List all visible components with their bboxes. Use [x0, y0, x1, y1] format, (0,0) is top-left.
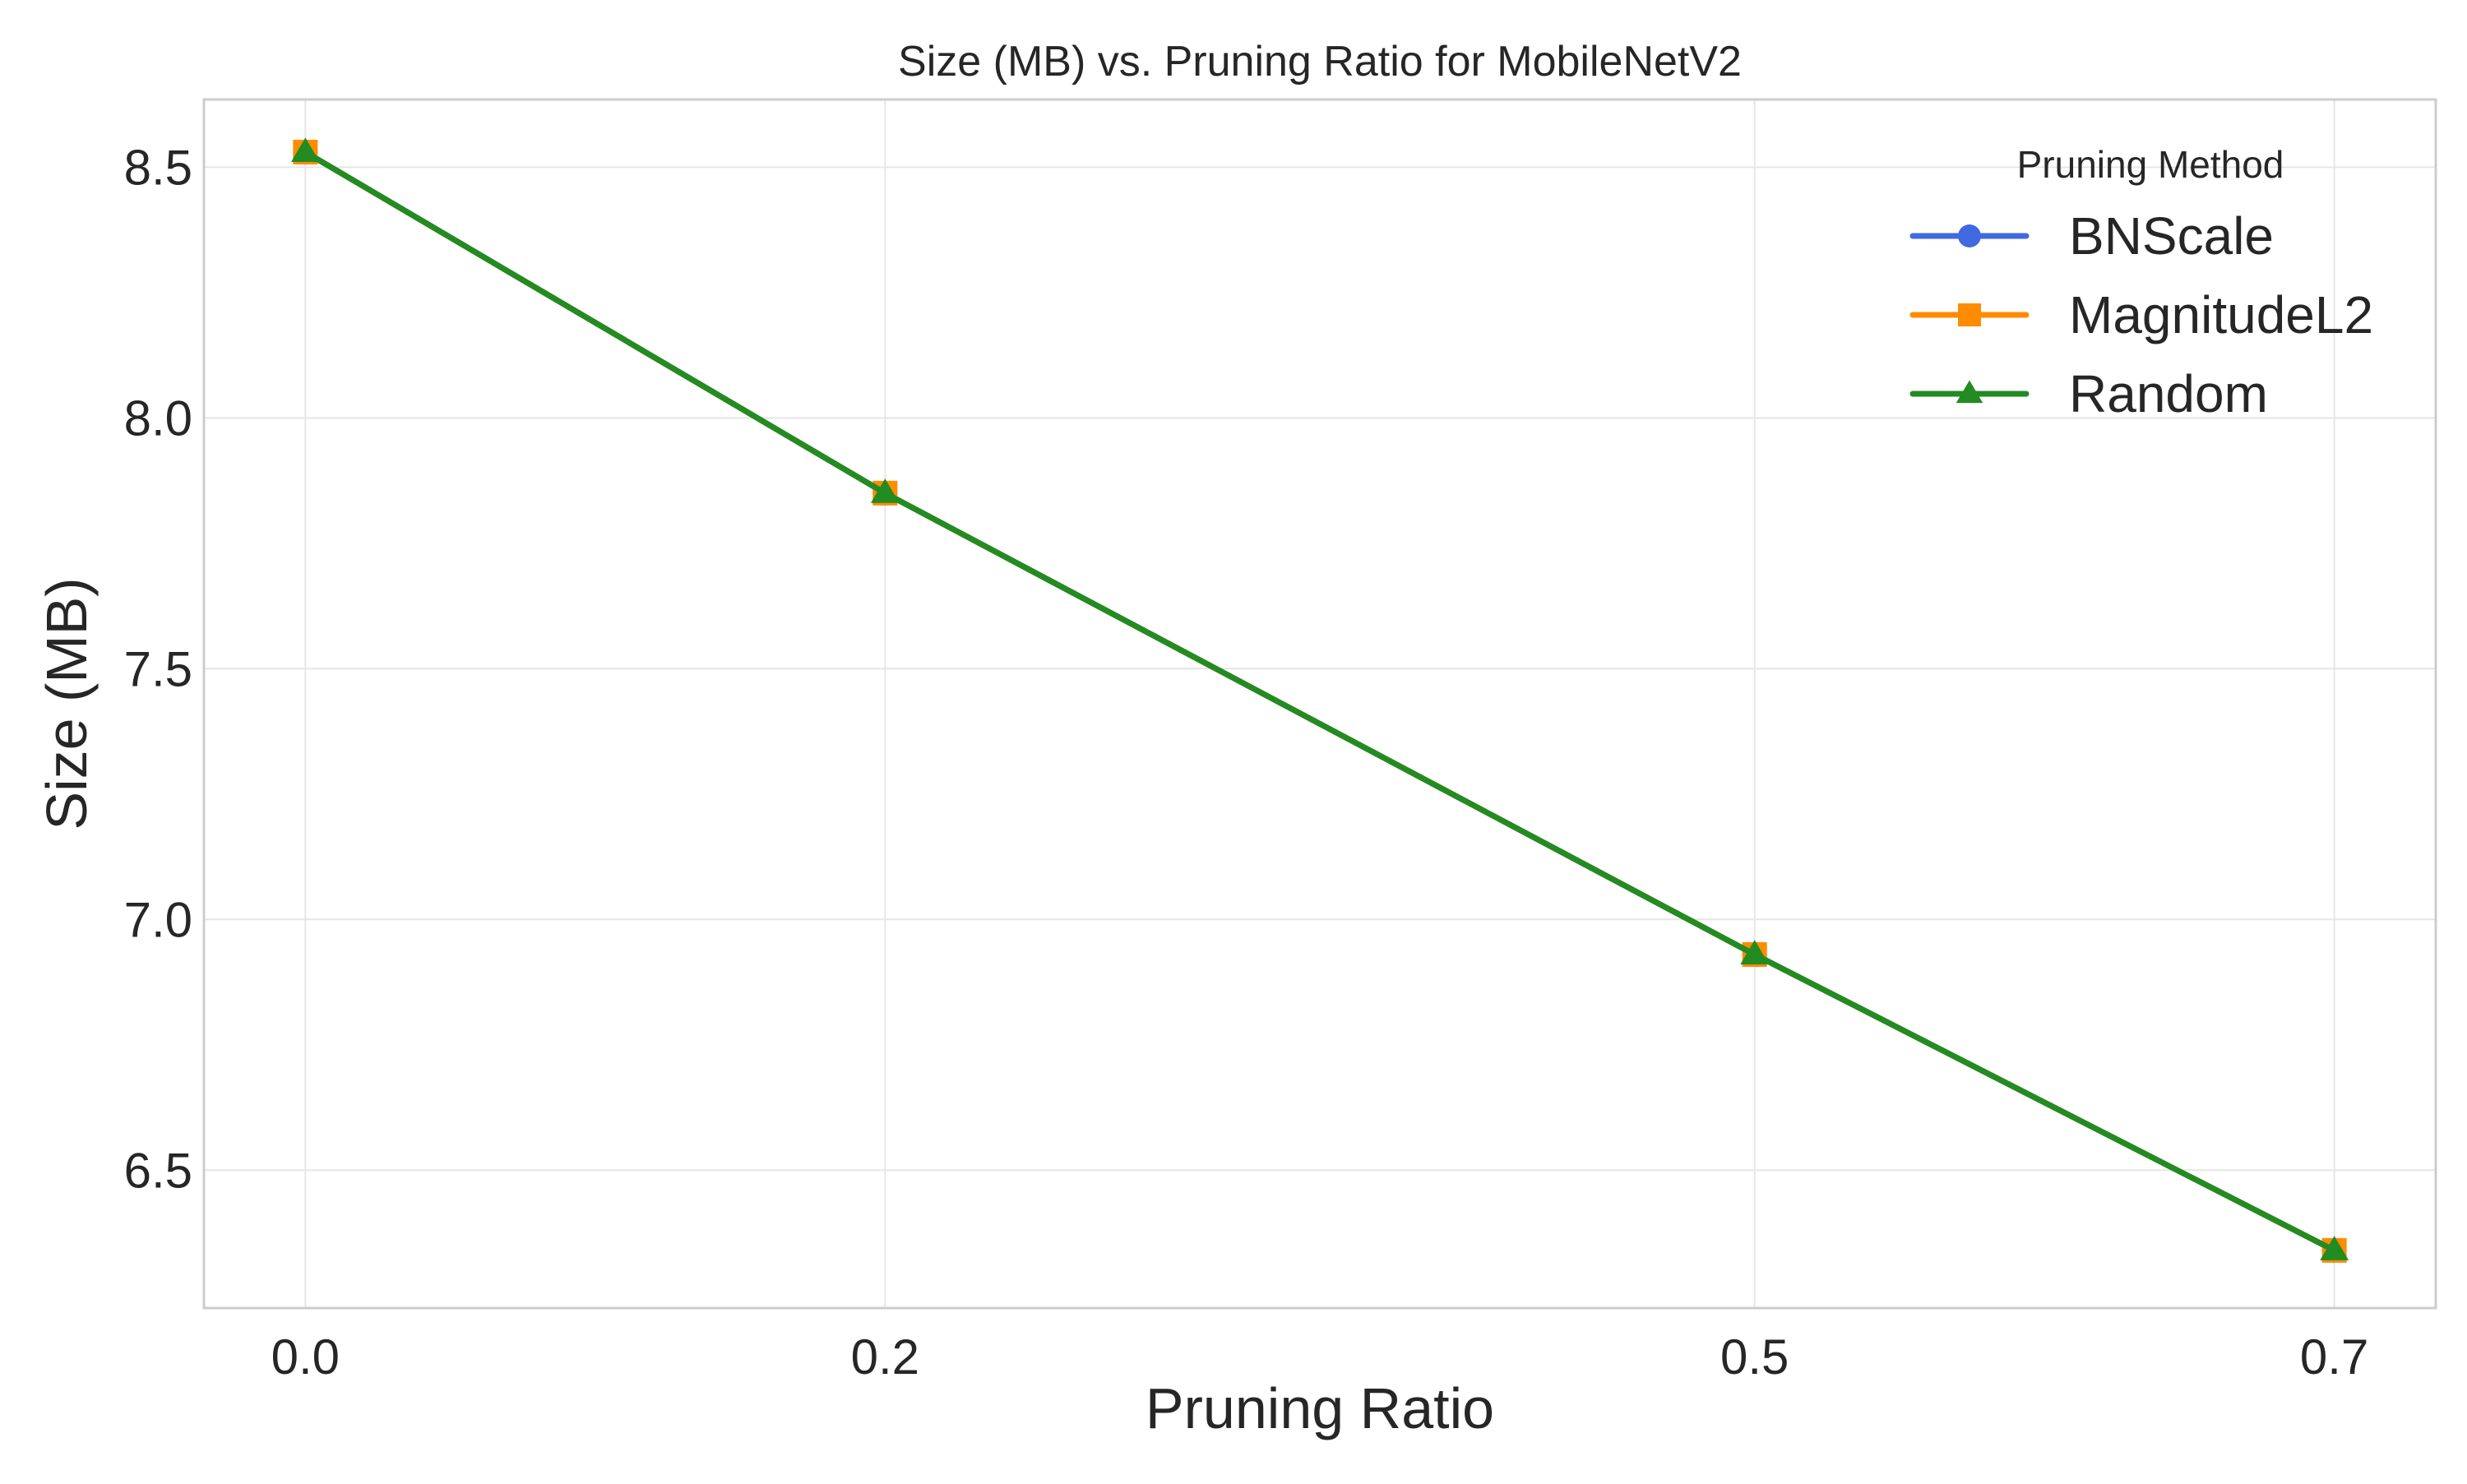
series-layer	[290, 137, 2349, 1263]
y-axis-label: Size (MB)	[35, 577, 99, 830]
y-tick-label: 8.5	[124, 140, 192, 195]
legend-title: Pruning Method	[2017, 143, 2284, 186]
legend-item-magnitudel2: MagnitudeL2	[1909, 285, 2373, 344]
y-tick-label: 8.0	[124, 391, 192, 446]
series-line-random	[302, 149, 2338, 1254]
legend-item-random: Random	[1909, 364, 2268, 423]
legend: Pruning Method BNScale MagnitudeL2 Random	[1909, 143, 2373, 423]
legend-label-bnscale: BNScale	[2069, 206, 2274, 266]
x-axis-label: Pruning Ratio	[1146, 1376, 1494, 1440]
legend-marker-random	[1956, 380, 1983, 404]
series-random	[290, 137, 2349, 1260]
legend-label-magnitudel2: MagnitudeL2	[2069, 285, 2373, 344]
x-tick-label: 0.5	[1720, 1329, 1789, 1385]
x-tick-label: 0.7	[2300, 1329, 2368, 1385]
data-point-random	[2320, 1236, 2349, 1260]
y-tick-label: 7.5	[124, 641, 192, 696]
grid	[204, 99, 2436, 1308]
legend-label-random: Random	[2069, 364, 2268, 423]
legend-marker-bnscale	[1958, 224, 1981, 247]
plot-frame	[202, 98, 2437, 1310]
data-point-random	[290, 137, 320, 163]
data-point-random	[870, 478, 900, 503]
legend-marker-magnitudel2	[1958, 303, 1981, 326]
tick-labels: 0.0 0.2 0.5 0.7 6.5 7.0 7.5 8.0 8.5	[124, 140, 2369, 1385]
y-tick-label: 7.0	[124, 892, 192, 947]
legend-item-bnscale: BNScale	[1909, 206, 2274, 266]
x-tick-label: 0.0	[271, 1329, 340, 1385]
legend-items: BNScale MagnitudeL2 Random	[1909, 206, 2373, 423]
y-tick-label: 6.5	[124, 1143, 192, 1198]
x-tick-label: 0.2	[851, 1329, 919, 1385]
chart-title: Size (MB) vs. Pruning Ratio for MobileNe…	[898, 38, 1742, 86]
data-point-random	[1740, 940, 1770, 964]
